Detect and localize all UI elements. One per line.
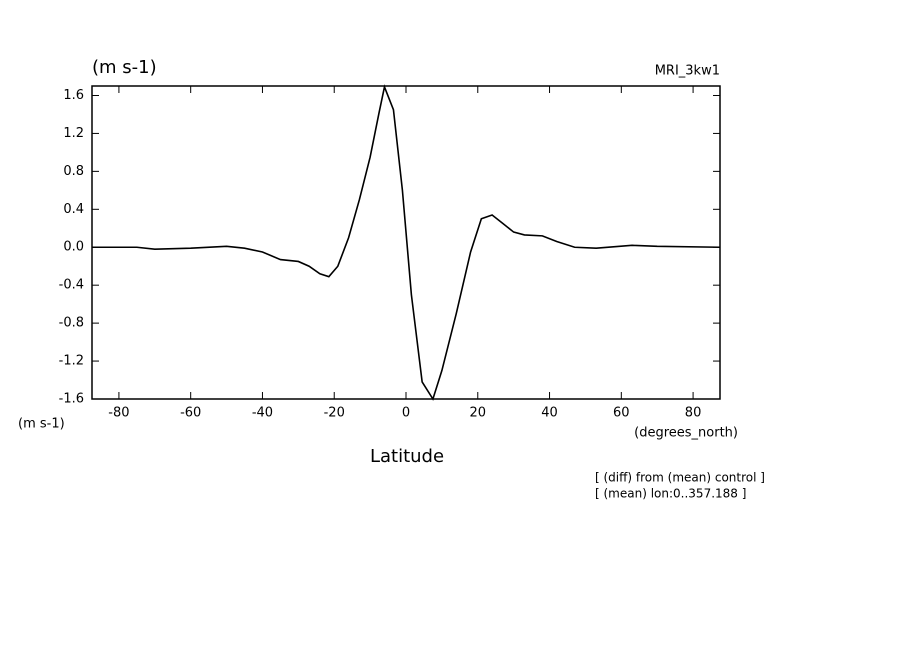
x-tick-label: 40 xyxy=(541,406,558,421)
x-tick-label: -20 xyxy=(324,406,345,421)
plot-frame xyxy=(91,85,721,400)
x-tick-label: -80 xyxy=(108,406,129,421)
x-tick-label: 0 xyxy=(402,406,410,421)
note: [ (mean) lon:0..357.188 ] xyxy=(595,487,746,501)
x-tick-label: -40 xyxy=(252,406,273,421)
y-tick-label: 0.4 xyxy=(63,202,84,217)
x-tick-label: 80 xyxy=(685,406,702,421)
x-tick-label: 60 xyxy=(613,406,630,421)
x-tick-label: 20 xyxy=(469,406,486,421)
y-tick-label: -1.6 xyxy=(59,392,84,407)
y-tick-label: -0.4 xyxy=(59,278,84,293)
x-tick-label: -60 xyxy=(180,406,201,421)
unit-top: (m s-1) xyxy=(92,57,157,78)
unit-bottom: (m s-1) xyxy=(18,417,65,432)
y-tick-label: 0.8 xyxy=(63,164,84,179)
note: [ (diff) from (mean) control ] xyxy=(595,471,765,485)
y-tick-label: 1.2 xyxy=(63,126,84,141)
y-tick-label: -1.2 xyxy=(59,354,84,369)
model-label: MRI_3kw1 xyxy=(655,64,720,79)
y-tick-label: 1.6 xyxy=(63,88,84,103)
y-tick-label: 0.0 xyxy=(63,240,84,255)
x-unit: (degrees_north) xyxy=(634,426,738,441)
x-axis-label: Latitude xyxy=(370,446,444,467)
y-tick-label: -0.8 xyxy=(59,316,84,331)
data-line xyxy=(92,84,721,401)
